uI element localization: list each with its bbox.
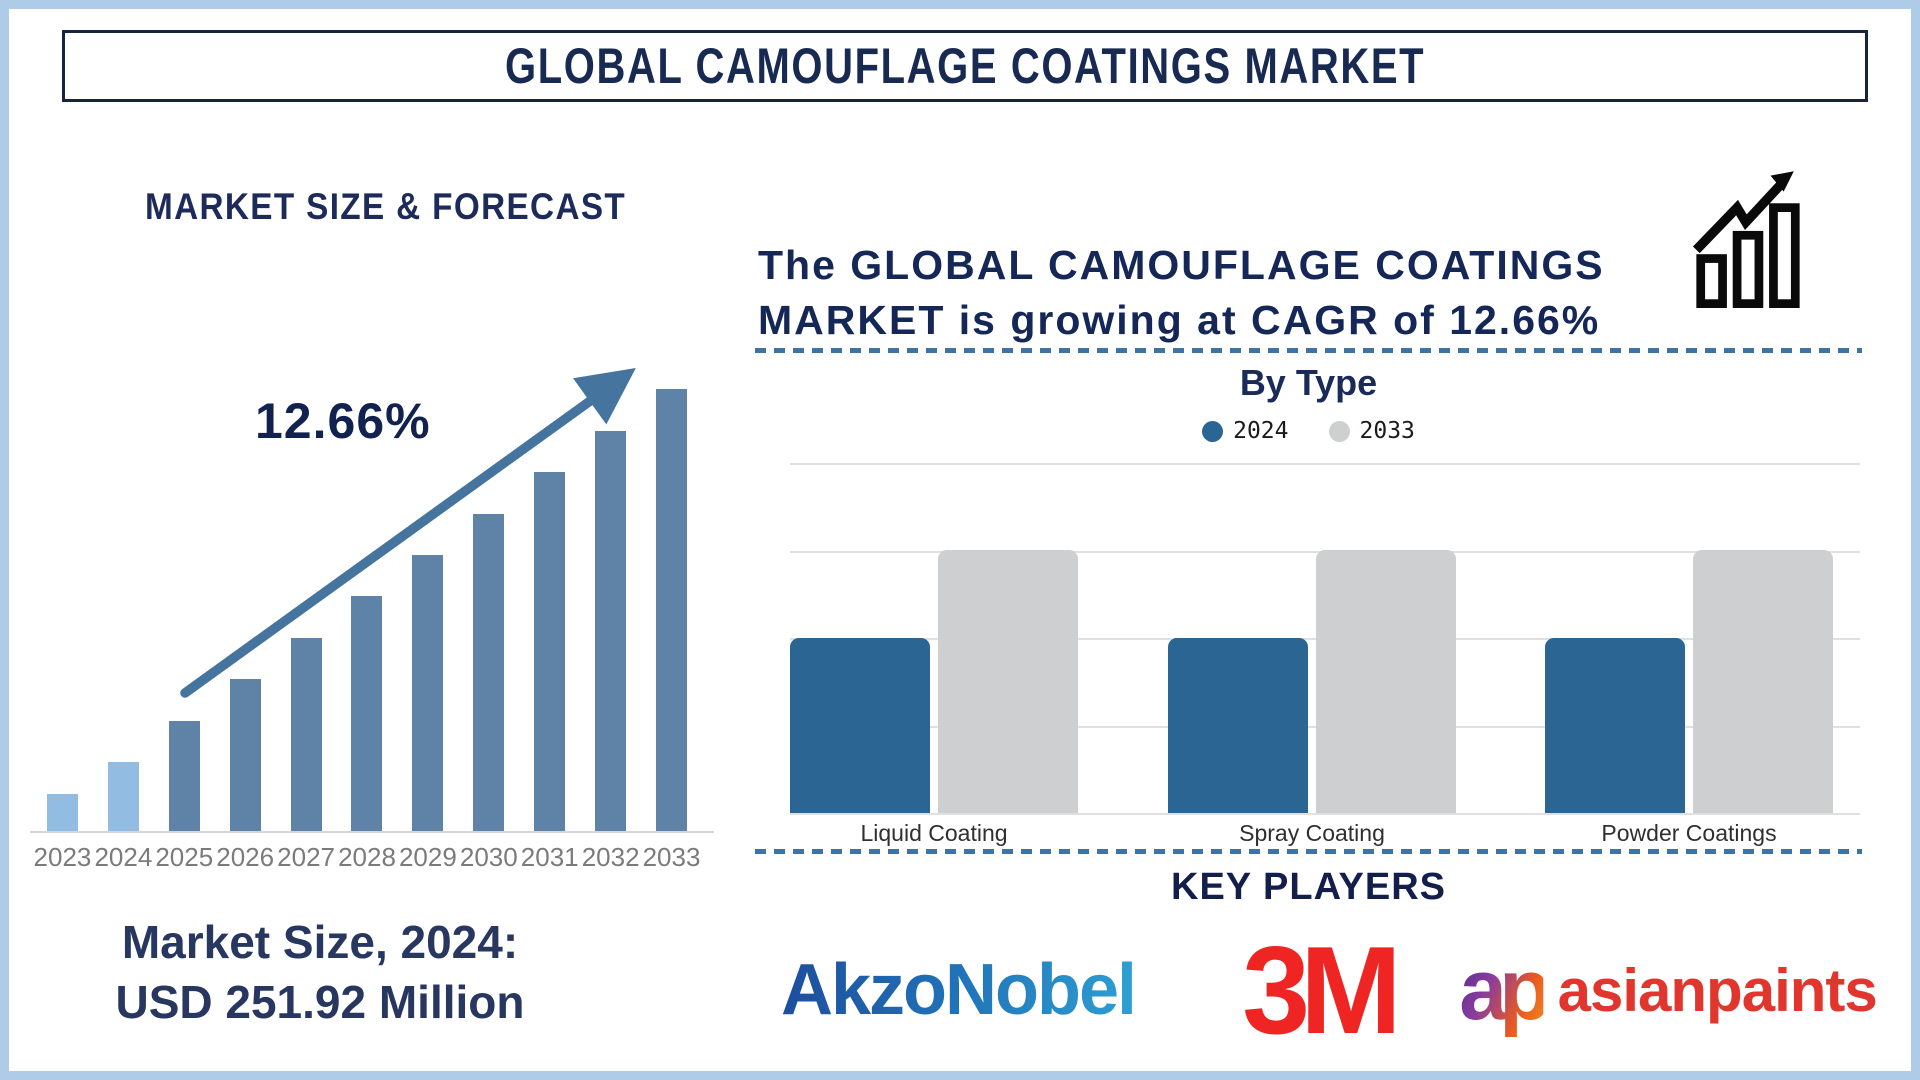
- cagr-value-label: 12.66%: [255, 393, 431, 449]
- forecast-bar-2026: [229, 679, 261, 833]
- akzonobel-logo: AkzoNobel: [780, 930, 1137, 1050]
- gridline: [790, 813, 1860, 815]
- akzonobel-wordmark: AkzoNobel: [780, 950, 1137, 1030]
- dashed-divider-top: [755, 348, 1862, 353]
- page-title: GLOBAL CAMOUFLAGE COATINGS MARKET: [504, 38, 1426, 94]
- by-type-category-labels: Liquid Coating Spray Coating Powder Coatin…: [790, 820, 1860, 850]
- by-type-title: By Type: [1239, 362, 1378, 403]
- cagr-headline-line2: MARKET is growing at CAGR of 12.66%: [758, 297, 1601, 343]
- forecast-year-label: 2025: [155, 842, 214, 872]
- forecast-bar-2029: [412, 555, 444, 833]
- by-type-legend: 2024 2033: [755, 418, 1862, 444]
- legend-label: 2033: [1359, 418, 1415, 444]
- forecast-bar-2032: [595, 431, 627, 833]
- forecast-x-axis: [30, 831, 714, 833]
- legend-label: 2024: [1233, 418, 1289, 444]
- forecast-bar-column: [641, 360, 702, 833]
- type-bar-2024-spray-coating: [1168, 638, 1308, 813]
- by-type-bar-chart: [790, 463, 1860, 815]
- legend-item-2024: 2024: [1202, 418, 1289, 444]
- market-size-text: Market Size, 2024: USD 251.92 Million: [58, 912, 582, 1032]
- type-category-label: Powder Coatings: [1601, 820, 1777, 846]
- forecast-bar-column: [93, 360, 154, 833]
- growth-chart-icon: [1692, 171, 1800, 308]
- forecast-year-labels: 2023 2024 2025 2026 2027 2028 2029 2030 2031 2032…: [32, 842, 702, 873]
- forecast-year-label: 2028: [338, 842, 396, 872]
- forecast-bar-column: [458, 360, 519, 833]
- forecast-bar-2033: [656, 389, 688, 833]
- forecast-bar-2028: [351, 596, 383, 833]
- asianpaints-logo: ap asianpaints: [1459, 930, 1878, 1050]
- forecast-year-label: 2027: [277, 842, 335, 872]
- legend-dot: [1202, 420, 1224, 442]
- 3m-logo: 3M: [1242, 921, 1402, 1060]
- forecast-bar-2024: [107, 762, 139, 833]
- forecast-bar-2027: [290, 638, 322, 833]
- forecast-year-label: 2033: [642, 842, 701, 872]
- forecast-year-label: 2031: [520, 842, 579, 872]
- forecast-year-label: 2023: [33, 842, 92, 872]
- gridline: [790, 463, 1860, 465]
- market-size-line1: Market Size, 2024:: [121, 916, 519, 968]
- type-category-label: Liquid Coating: [860, 820, 1008, 846]
- forecast-bar-column: [519, 360, 580, 833]
- asianpaints-wordmark: asianpaints: [1557, 956, 1878, 1024]
- title-box: GLOBAL CAMOUFLAGE COATINGS MARKET: [62, 30, 1868, 102]
- key-players-title: KEY PLAYERS: [1171, 866, 1446, 908]
- asianpaints-ap-mark: ap: [1459, 941, 1551, 1038]
- legend-dot: [1328, 420, 1350, 442]
- cagr-headline-line1: The GLOBAL CAMOUFLAGE COATINGS: [758, 242, 1605, 288]
- type-bar-2033-spray-coating: [1316, 550, 1456, 813]
- forecast-bar-column: [32, 360, 93, 833]
- market-size-forecast-heading: MARKET SIZE & FORECAST: [145, 186, 627, 227]
- type-bar-2033-liquid-coating: [938, 550, 1078, 813]
- type-bar-2024-liquid-coating: [790, 638, 930, 813]
- legend-item-2033: 2033: [1328, 418, 1415, 444]
- forecast-bar-2031: [534, 472, 566, 833]
- cagr-headline: The GLOBAL CAMOUFLAGE COATINGS MARKET is…: [758, 238, 1605, 348]
- key-players-logos: AkzoNobel 3M ap asianpaints: [755, 921, 1878, 1060]
- type-bar-2033-powder-coatings: [1693, 550, 1833, 813]
- forecast-year-label: 2029: [398, 842, 457, 872]
- forecast-year-label: 2024: [94, 842, 153, 872]
- type-category-label: Spray Coating: [1239, 820, 1385, 846]
- forecast-year-label: 2030: [459, 842, 518, 872]
- forecast-bar-2025: [168, 721, 200, 833]
- forecast-bar-2030: [473, 514, 505, 833]
- forecast-year-label: 2032: [581, 842, 640, 872]
- 3m-wordmark: 3M: [1242, 920, 1402, 1060]
- forecast-bar-column: [154, 360, 215, 833]
- forecast-bar-2023: [46, 794, 78, 833]
- forecast-bar-column: [215, 360, 276, 833]
- forecast-bar-column: [580, 360, 641, 833]
- type-bar-2024-powder-coatings: [1545, 638, 1685, 813]
- dashed-divider-bottom: [755, 849, 1862, 854]
- market-size-line2: USD 251.92 Million: [115, 976, 525, 1028]
- forecast-year-label: 2026: [216, 842, 275, 872]
